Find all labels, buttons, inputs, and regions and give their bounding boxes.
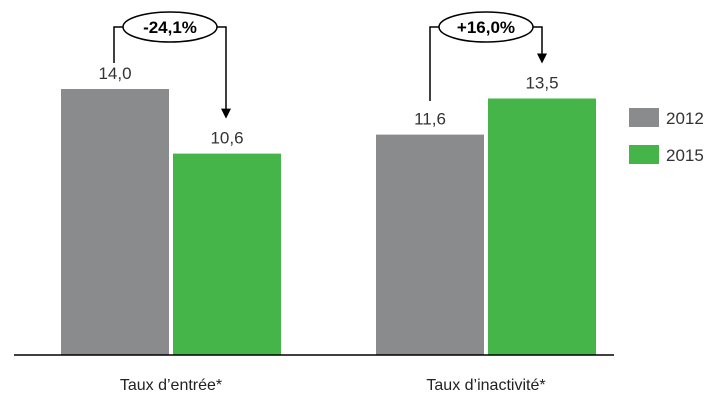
- legend-swatch-2012: [629, 108, 659, 127]
- bar-taux-d-inactivite-2015: [488, 99, 596, 356]
- data-label-taux-d-inactivite-2012: 11,6: [414, 110, 446, 129]
- x-tick-label-taux-d-inactivite: Taux d’inactivité*: [426, 377, 545, 394]
- bars-layer: [61, 89, 596, 355]
- x-tick-labels-layer: Taux d’entrée* Taux d’inactivité*: [120, 377, 546, 394]
- data-label-taux-d-entree-2012: 14,0: [98, 64, 131, 83]
- x-tick-label-taux-d-entree: Taux d’entrée*: [120, 377, 222, 394]
- legend-label-2015: 2015: [666, 146, 704, 165]
- legend: 2012 2015: [629, 108, 704, 165]
- annotation-text: +16,0%: [457, 18, 515, 37]
- annotation-arrow: [533, 27, 542, 59]
- change-annotations-layer: -24,1% +16,0%: [114, 12, 542, 114]
- data-label-taux-d-inactivite-2015: 13,5: [525, 74, 558, 93]
- bar-taux-d-entree-2012: [61, 89, 169, 355]
- annotation-arrow: [217, 27, 226, 114]
- bar-taux-d-entree-2015: [173, 154, 281, 355]
- bar-taux-d-inactivite-2012: [376, 135, 484, 355]
- legend-label-2012: 2012: [666, 109, 704, 128]
- annotation-connector-left: [430, 27, 439, 101]
- annotation-connector-left: [114, 27, 123, 63]
- data-label-taux-d-entree-2015: 10,6: [210, 129, 243, 148]
- annotation-text: -24,1%: [143, 18, 197, 37]
- legend-swatch-2015: [629, 145, 659, 164]
